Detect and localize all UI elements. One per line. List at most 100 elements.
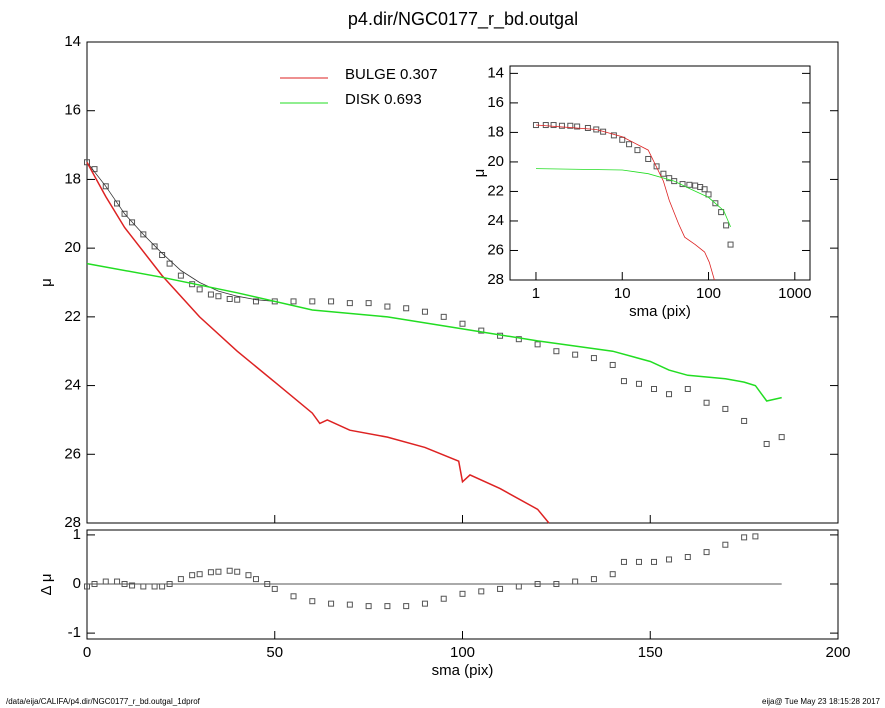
data-point	[609, 361, 616, 368]
y-tick-label: 14	[64, 33, 81, 50]
data-point	[550, 122, 557, 129]
data-point	[140, 583, 147, 590]
legend-label: DISK 0.693	[345, 91, 422, 108]
data-point	[252, 576, 259, 583]
x-axis-label: sma (pix)	[629, 303, 691, 320]
data-point	[177, 576, 184, 583]
data-point	[634, 147, 641, 154]
data-point	[558, 122, 565, 129]
legend-label: BULGE 0.307	[345, 66, 438, 83]
data-point	[252, 298, 259, 305]
data-point	[620, 558, 627, 565]
data-point	[121, 210, 128, 217]
data-point	[635, 558, 642, 565]
y-tick-label: 28	[487, 271, 504, 288]
data-point	[226, 567, 233, 574]
model-line	[86, 161, 550, 524]
data-point	[515, 336, 522, 343]
data-point	[590, 355, 597, 362]
footer-right: eija@ Tue May 23 18:15:28 2017	[762, 697, 881, 706]
data-point	[542, 122, 549, 129]
data-point	[290, 298, 297, 305]
data-point	[271, 585, 278, 592]
data-point	[741, 534, 748, 541]
footer-left: /data/eija/CALIFA/p4.dir/NGC0177_r_bd.ou…	[6, 697, 201, 706]
data-point	[166, 260, 173, 267]
data-point	[718, 209, 725, 216]
chart-title: p4.dir/NGC0177_r_bd.outgal	[348, 9, 578, 30]
plot-frame	[509, 65, 811, 281]
y-tick-label: 14	[487, 64, 504, 81]
data-point	[151, 583, 158, 590]
data-point	[584, 124, 591, 131]
y-tick-label: 22	[487, 182, 504, 199]
data-point	[421, 308, 428, 315]
data-point	[159, 252, 166, 259]
data-point	[129, 219, 136, 226]
data-point	[609, 571, 616, 578]
y-axis-label: Δ μ	[38, 573, 55, 595]
data-point	[684, 554, 691, 561]
data-point	[752, 533, 759, 540]
data-point	[723, 222, 730, 229]
data-point	[686, 181, 693, 188]
data-point	[701, 186, 708, 193]
data-point	[459, 590, 466, 597]
model-line	[535, 124, 715, 281]
y-tick-label: 26	[64, 445, 81, 462]
data-point	[645, 155, 652, 162]
data-point	[459, 320, 466, 327]
data-point	[215, 568, 222, 575]
data-point	[651, 558, 658, 565]
data-point	[626, 141, 633, 148]
x-tick-label: 100	[696, 285, 721, 302]
x-axis-label: sma (pix)	[432, 662, 494, 679]
data-point	[207, 291, 214, 298]
data-point	[129, 582, 136, 589]
data-point	[365, 603, 372, 610]
data-point	[590, 576, 597, 583]
data-point	[309, 298, 316, 305]
y-tick-label: 18	[487, 123, 504, 140]
data-point	[245, 572, 252, 579]
data-point	[534, 341, 541, 348]
data-point	[91, 581, 98, 588]
data-point	[159, 583, 166, 590]
data-point	[440, 595, 447, 602]
data-point	[403, 305, 410, 312]
data-point	[684, 386, 691, 393]
data-point	[666, 391, 673, 398]
data-point	[114, 578, 121, 585]
y-axis-label: μ	[38, 278, 55, 287]
data-point	[346, 300, 353, 307]
y-tick-label: 24	[487, 212, 504, 229]
data-point	[727, 241, 734, 248]
data-point	[290, 593, 297, 600]
y-tick-label: 26	[487, 241, 504, 258]
data-point	[567, 122, 574, 129]
data-point	[515, 583, 522, 590]
data-point	[196, 571, 203, 578]
data-point	[722, 541, 729, 548]
data-point	[478, 588, 485, 595]
data-point	[705, 191, 712, 198]
data-point	[660, 170, 667, 177]
x-tick-label: 150	[638, 644, 663, 661]
data-point	[234, 296, 241, 303]
x-tick-label: 50	[266, 644, 283, 661]
data-point	[497, 585, 504, 592]
x-tick-label: 0	[83, 644, 91, 661]
data-point	[328, 298, 335, 305]
data-point	[600, 128, 607, 135]
model-line	[86, 262, 782, 402]
data-point	[177, 272, 184, 279]
data-point	[403, 603, 410, 610]
data-point	[778, 434, 785, 441]
data-point	[384, 303, 391, 310]
data-point	[114, 200, 121, 207]
data-point	[328, 600, 335, 607]
data-point	[741, 417, 748, 424]
data-point	[534, 581, 541, 588]
data-point	[553, 348, 560, 355]
